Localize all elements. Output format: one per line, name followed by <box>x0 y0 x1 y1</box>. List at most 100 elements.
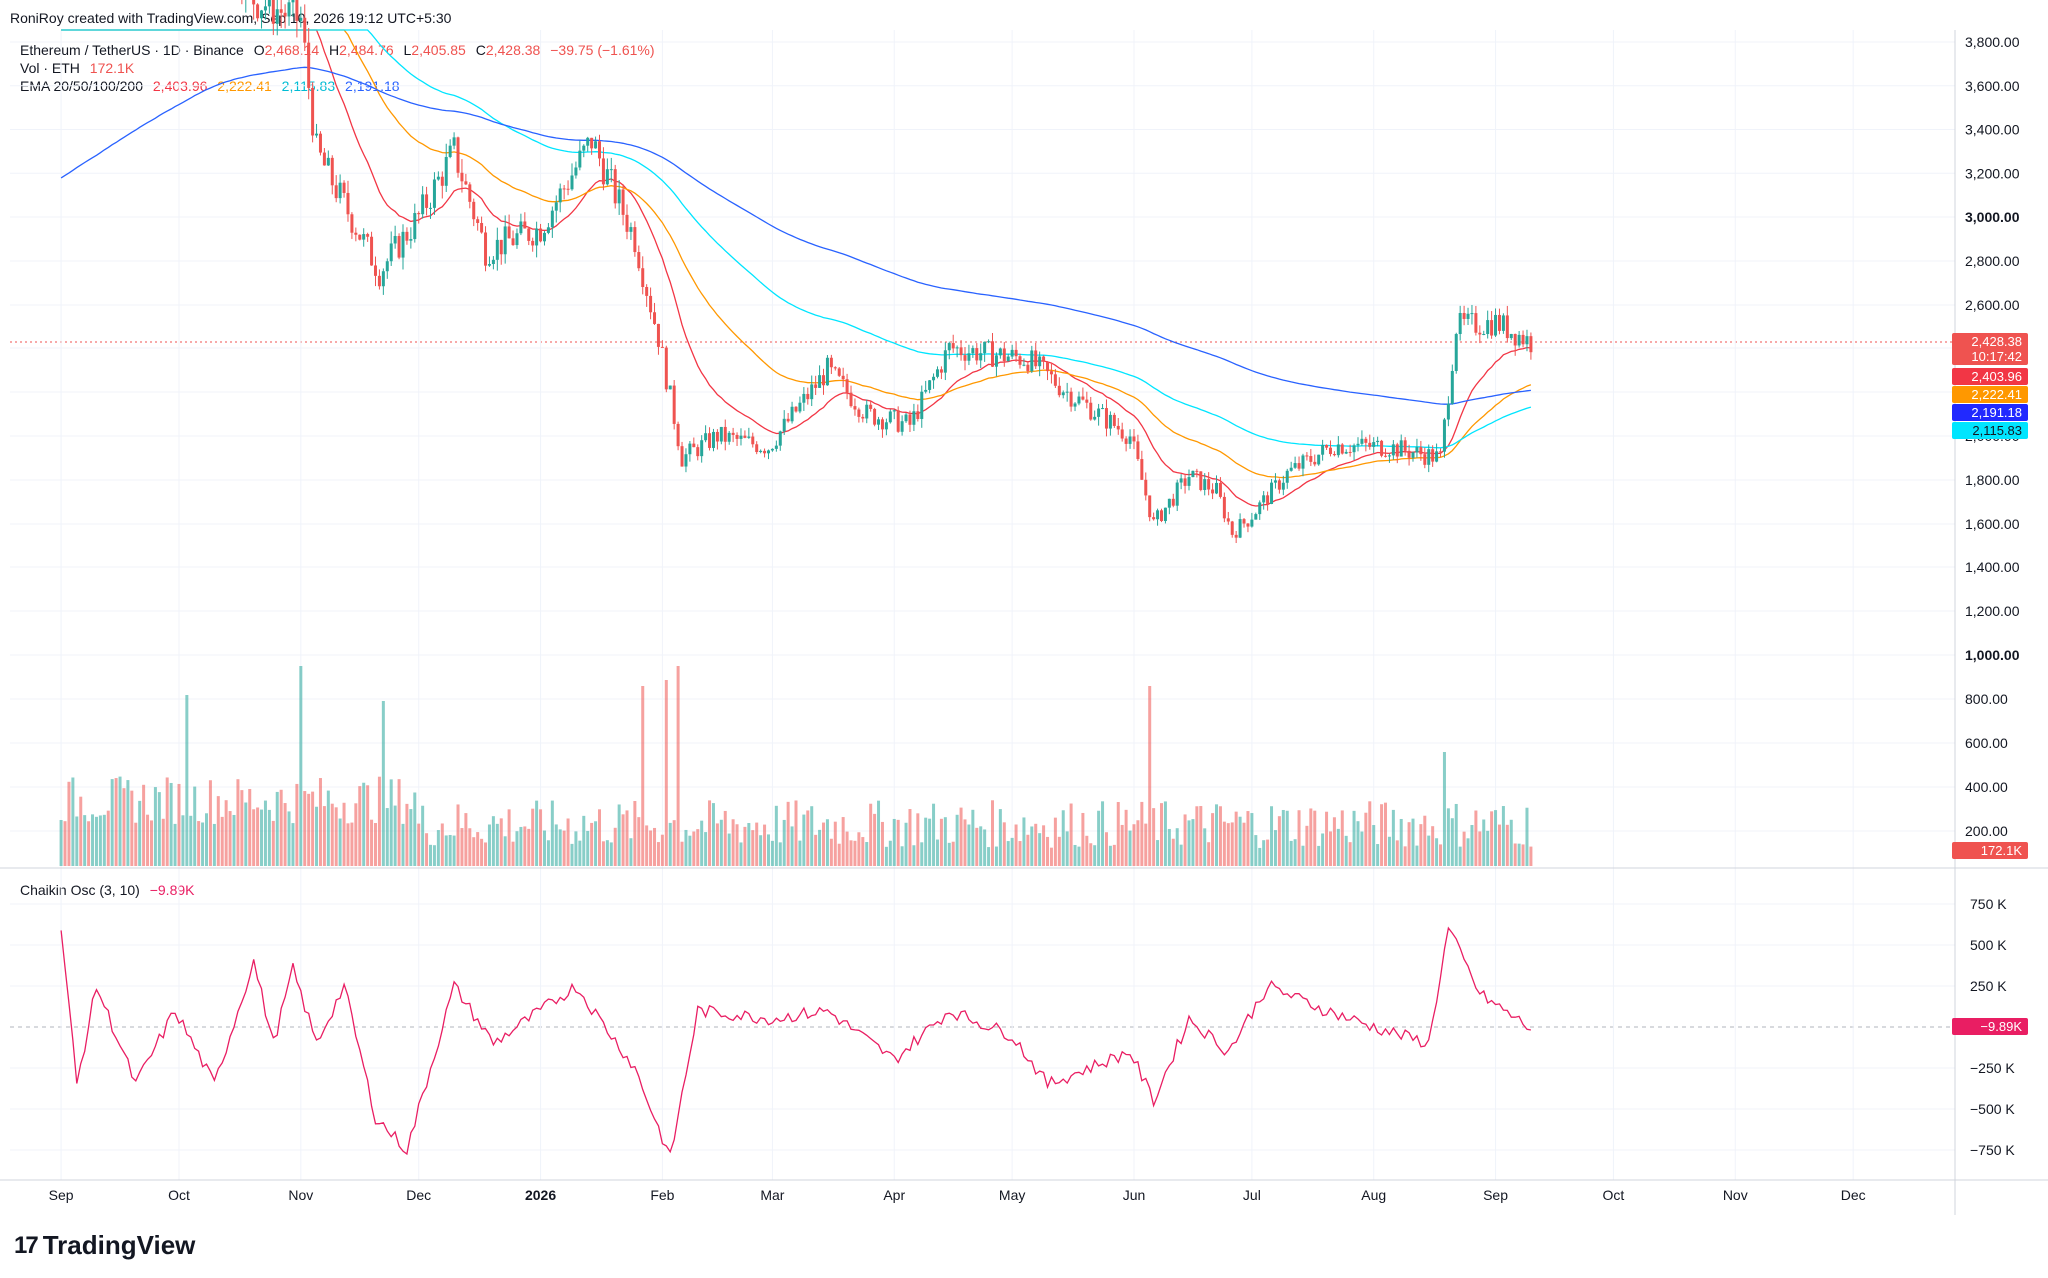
volume-bar <box>1061 810 1065 866</box>
volume-bar <box>637 817 641 866</box>
volume-bar <box>1348 842 1352 866</box>
candle-body <box>609 169 613 171</box>
candle-body <box>692 443 696 448</box>
volume-bar <box>1497 824 1501 866</box>
ema20-price-label: 2,403.96 <box>1952 368 2028 385</box>
volume-bar <box>291 823 295 866</box>
osc-tick-label: 250 K <box>1970 978 2007 994</box>
volume-bar <box>318 778 322 866</box>
ohlc-change: −39.75 (−1.61%) <box>550 42 655 58</box>
volume-bar <box>822 822 826 866</box>
candle-body <box>1356 443 1360 446</box>
time-tick-label: Mar <box>760 1187 784 1203</box>
candle-body <box>845 379 849 393</box>
volume-bar <box>814 834 818 866</box>
volume-bar <box>189 815 193 866</box>
candle-body <box>413 213 417 240</box>
volume-bar <box>83 815 87 866</box>
volume-legend[interactable]: Vol · ETH 172.1K <box>20 60 140 76</box>
volume-label: Vol · ETH <box>20 60 80 76</box>
volume-bar <box>354 803 358 866</box>
chaikin-oscillator <box>60 926 1532 1156</box>
volume-bar <box>1364 812 1368 866</box>
volume-bar <box>1415 845 1419 866</box>
candle-body <box>1486 320 1490 335</box>
volume-bar <box>924 817 928 866</box>
volume-bar <box>782 819 786 866</box>
candle-body <box>1069 391 1073 407</box>
candle-body <box>806 393 810 400</box>
time-tick-label: Sep <box>1483 1187 1508 1203</box>
candle-body <box>1093 416 1097 420</box>
time-tick-label: Jun <box>1123 1187 1146 1203</box>
volume-bar <box>739 842 743 866</box>
volume-bar <box>299 666 303 866</box>
volume-bar <box>1222 821 1226 866</box>
candle-body <box>1372 442 1376 447</box>
volume-bar <box>786 801 790 866</box>
symbol-legend[interactable]: Ethereum / TetherUS · 1D · Binance O2,46… <box>20 42 661 58</box>
volume-bar <box>326 790 330 866</box>
volume-bar <box>1458 846 1462 866</box>
volume-bar <box>735 824 739 866</box>
volume-bar <box>1069 803 1073 866</box>
candle-body <box>377 275 381 287</box>
volume-bar <box>480 838 484 866</box>
candle-body <box>574 167 578 176</box>
volume-bar <box>1360 831 1364 866</box>
volume-bar <box>1093 845 1097 866</box>
volume-bar <box>468 828 472 866</box>
candle-body <box>1435 451 1439 462</box>
volume-bar <box>1270 806 1274 866</box>
candle-body <box>1513 333 1517 346</box>
candle-body <box>1171 498 1175 506</box>
volume-bar <box>880 821 884 866</box>
volume-bar <box>1395 840 1399 866</box>
candle-body <box>1490 320 1494 336</box>
candle-body <box>1042 356 1046 362</box>
volume-bar <box>267 809 271 866</box>
volume-bar <box>377 776 381 866</box>
time-tick-label: Aug <box>1361 1187 1386 1203</box>
volume-bar <box>700 820 704 866</box>
candle-body <box>252 0 256 5</box>
volume-bar <box>932 803 936 866</box>
volume-bar <box>181 815 185 866</box>
volume-bar <box>1399 818 1403 866</box>
candle-body <box>1501 315 1505 331</box>
volume-bar <box>1317 845 1321 866</box>
volume-value: 172.1K <box>89 60 135 76</box>
volume-bar <box>1470 825 1474 866</box>
candle-body <box>373 265 377 276</box>
volume-bar <box>1411 818 1415 866</box>
volume-bar <box>1474 810 1478 866</box>
tradingview-logo[interactable]: 17 TradingView <box>14 1230 195 1261</box>
volume-bar <box>1423 815 1427 866</box>
candle-body <box>1049 371 1053 375</box>
volume-bar <box>236 779 240 866</box>
volume-bar <box>1482 819 1486 866</box>
time-tick-label: Oct <box>1603 1187 1625 1203</box>
candle-body <box>311 87 315 136</box>
candle-body <box>554 202 558 211</box>
candle-body <box>1384 455 1387 457</box>
volume-bar <box>307 793 311 866</box>
candle-body <box>1340 444 1344 454</box>
volume-bar <box>1462 831 1466 866</box>
volume-bar <box>731 819 735 866</box>
volume-bar <box>629 838 633 866</box>
candle-body <box>1387 455 1391 457</box>
volume-bar <box>1466 838 1470 866</box>
volume-bar <box>562 830 566 866</box>
volume-bar <box>1136 820 1140 866</box>
candle-body <box>444 156 448 186</box>
candle-body <box>1226 518 1230 522</box>
candle-body <box>578 150 582 168</box>
volume-bar <box>1325 811 1329 866</box>
oscillator-legend[interactable]: Chaikin Osc (3, 10) −9.89K <box>20 882 200 898</box>
candle-body <box>1136 441 1140 460</box>
volume-bar <box>91 814 95 866</box>
candle-body <box>700 440 704 457</box>
candle-body <box>385 261 389 272</box>
